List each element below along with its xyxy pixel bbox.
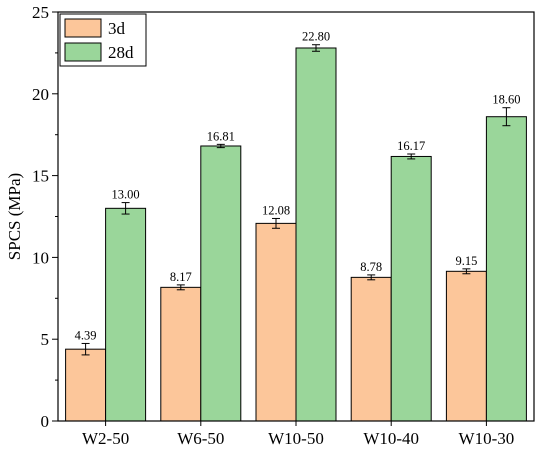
- bar-28d-W10-50: [295, 47, 337, 422]
- bar-28d-W10-30: [485, 116, 527, 422]
- y-tick-label-5: 5: [41, 330, 50, 349]
- data-label-28d-W10-40: 16.17: [397, 139, 425, 153]
- y-tick-label-10: 10: [32, 248, 49, 267]
- bar-3d-W2-50: [65, 348, 107, 422]
- data-label-3d-W10-30: 9.15: [455, 254, 477, 268]
- bar-3d-W10-50: [255, 222, 297, 422]
- legend-label-28d: 28d: [108, 43, 134, 62]
- x-tick-label-W10-50: W10-50: [268, 429, 324, 448]
- data-label-3d-W10-50: 12.08: [262, 203, 290, 217]
- bar-28d-W2-50: [105, 207, 147, 422]
- legend-label-3d: 3d: [108, 19, 126, 38]
- bar-3d-W10-30: [445, 270, 487, 422]
- axes-layer: W2-50 W6-50 W10-50 W10-40 W10-30 0 5 10 15 20 25: [32, 3, 535, 448]
- data-label-28d-W2-50: 13.00: [112, 188, 140, 202]
- x-tick-label-W10-40: W10-40: [363, 429, 419, 448]
- data-label-3d-W10-40: 8.78: [360, 260, 382, 274]
- x-tick-label-W10-30: W10-30: [459, 429, 515, 448]
- bar-28d-W6-50: [200, 145, 242, 422]
- y-axis-title: SPCS (MPa): [5, 173, 24, 260]
- bar-28d-W10-40: [390, 155, 432, 422]
- y-tick-label-0: 0: [41, 412, 50, 431]
- bar-3d-W10-40: [350, 276, 392, 422]
- y-tick-label-25: 25: [32, 3, 49, 22]
- bar-3d-W6-50: [160, 286, 202, 422]
- data-labels-layer: 4.39 13.00 8.17 16.81 12.08 22.80 8.78 16.17 9.1…: [75, 30, 521, 343]
- legend-swatch-28d: [64, 42, 102, 62]
- x-tick-label-W2-50: W2-50: [82, 429, 129, 448]
- data-label-28d-W10-30: 18.60: [492, 93, 520, 107]
- bars-layer: [65, 47, 527, 422]
- data-label-28d-W10-50: 22.80: [302, 30, 330, 44]
- data-label-3d-W2-50: 4.39: [75, 328, 97, 342]
- error-bars-layer: [81, 44, 511, 356]
- y-tick-label-15: 15: [32, 167, 49, 186]
- legend-swatch-3d: [64, 18, 102, 38]
- data-label-28d-W6-50: 16.81: [207, 129, 235, 143]
- x-tick-label-W6-50: W6-50: [177, 429, 224, 448]
- y-tick-label-20: 20: [32, 85, 49, 104]
- data-label-3d-W6-50: 8.17: [170, 270, 192, 284]
